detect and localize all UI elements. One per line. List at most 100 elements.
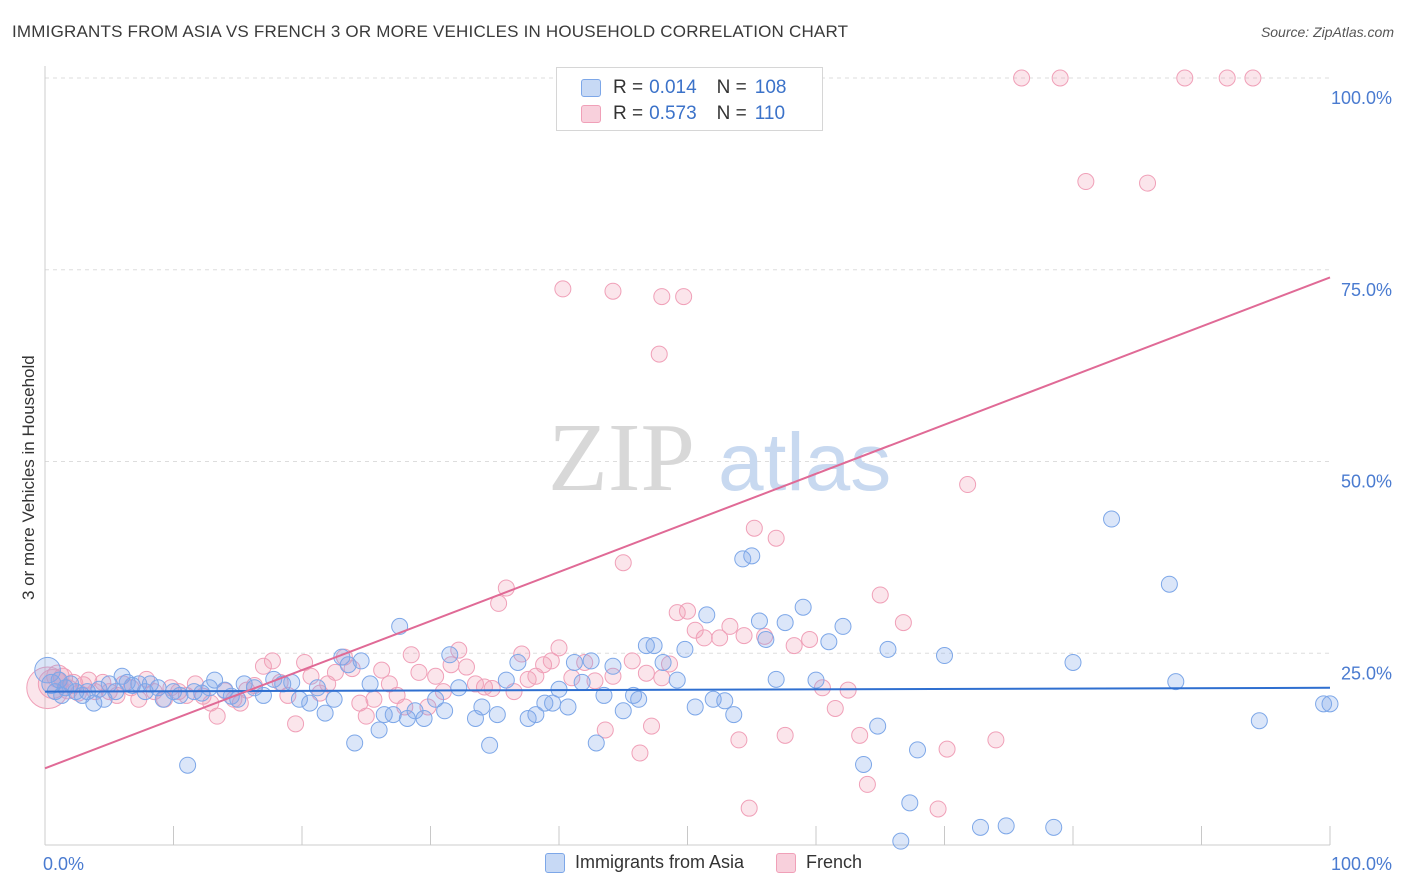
asia-point (301, 694, 319, 712)
french-point (554, 280, 572, 298)
french-point (894, 614, 912, 632)
legend-r-value-asia: 0.014 (649, 77, 697, 98)
french-point (987, 731, 1005, 749)
asia-point (716, 692, 734, 710)
french-point (604, 667, 622, 685)
series-swatch-french (776, 852, 797, 873)
french-point (1139, 174, 1157, 192)
legend-swatch-french (581, 105, 601, 123)
french-point (801, 630, 819, 648)
y-tick-label: 25.0% (1341, 663, 1392, 683)
french-point (643, 717, 661, 735)
asia-point (325, 690, 343, 708)
asia-point (743, 547, 761, 565)
asia-point (855, 755, 873, 773)
asia-point (565, 653, 583, 671)
trend-lines (44, 276, 1331, 770)
french-point (542, 652, 560, 670)
asia-point (308, 679, 326, 697)
french-point (1077, 173, 1095, 191)
asia-point (794, 598, 812, 616)
y-tick-label: 75.0% (1341, 280, 1392, 300)
french-point (1051, 69, 1069, 87)
asia-point (997, 817, 1015, 835)
asia-point (734, 550, 752, 568)
asia-point (1167, 673, 1185, 691)
asia-point (587, 734, 605, 752)
french-point (365, 690, 383, 708)
tick-labels: 25.0% 50.0% 75.0% 100.0% 0.0% 100.0% (43, 88, 1392, 874)
french-point (296, 653, 314, 671)
asia-point (488, 706, 506, 724)
watermark-zip: ZIP (548, 404, 695, 512)
french-point (730, 731, 748, 749)
french-point (1013, 69, 1031, 87)
asia-point (604, 657, 622, 675)
french-point (1176, 69, 1194, 87)
asia-point (450, 679, 468, 697)
french-point (959, 476, 977, 494)
grid-lines (45, 77, 1330, 654)
legend-swatch-asia (581, 79, 601, 97)
french-point (745, 519, 763, 537)
french-point (776, 726, 794, 744)
series-legend-asia: Immigrants from Asia (545, 852, 744, 873)
french-point (535, 656, 553, 674)
asia-point (473, 698, 491, 716)
series-swatch-asia (545, 852, 565, 873)
asia-point (676, 640, 694, 658)
french-point (457, 658, 475, 676)
asia-point (1160, 575, 1178, 593)
french-point (614, 554, 632, 572)
asia-point (436, 702, 454, 720)
asia-point (834, 617, 852, 635)
french-point (357, 707, 375, 725)
asia-point (415, 709, 433, 727)
french-point (871, 586, 889, 604)
french-point (767, 529, 785, 547)
french-point (938, 740, 956, 758)
french-point (858, 775, 876, 793)
asia-point (559, 698, 577, 716)
legend-n-label: N = (716, 77, 747, 98)
french-point (631, 744, 649, 762)
french-point (721, 617, 739, 635)
french-point (576, 653, 594, 671)
asia-point (767, 670, 785, 688)
asia-point (179, 756, 197, 774)
asia-point (686, 698, 704, 716)
french-point (1218, 69, 1236, 87)
asia-point (34, 656, 61, 684)
asia-point (41, 673, 62, 695)
french-point (851, 726, 869, 744)
asia-point (481, 736, 499, 754)
asia-point (698, 606, 716, 624)
french-point (679, 602, 696, 620)
asia-point (375, 706, 393, 724)
legend-r-label: R = (613, 103, 644, 124)
french-point (929, 800, 947, 818)
correlation-legend: R = 0.014 N = 108 R = 0.573 N = 110 (556, 67, 823, 131)
french-point (695, 629, 713, 647)
asia-point (936, 647, 953, 665)
asia-point (1103, 510, 1121, 528)
asia-point (1064, 653, 1082, 671)
asia-point (757, 630, 775, 648)
french-point (208, 707, 226, 725)
french-point (373, 661, 391, 679)
french-point (653, 288, 671, 306)
asia-point (892, 832, 910, 850)
asia-point (807, 671, 825, 689)
french-point (637, 664, 655, 682)
french-point (254, 657, 272, 675)
french-point (326, 663, 344, 681)
legend-row-french: R = 0.573 N = 110 (581, 102, 785, 126)
french-point (826, 699, 844, 717)
asia-point (441, 646, 459, 664)
asia-point (339, 656, 357, 674)
asia-point (630, 690, 648, 708)
french-point (586, 672, 604, 690)
asia-point (352, 652, 370, 670)
asia-point (901, 794, 919, 812)
